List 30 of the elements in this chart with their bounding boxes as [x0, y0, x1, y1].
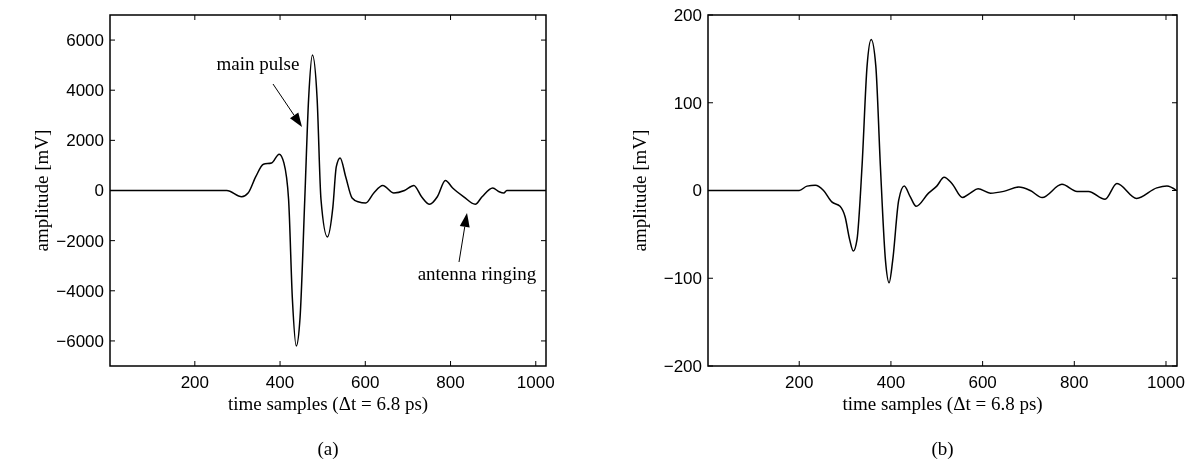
- annotation: antenna ringing: [417, 263, 537, 284]
- x-tick-label: 600: [351, 373, 380, 392]
- x-tick-label: 600: [968, 373, 997, 392]
- x-tick-label: 1000: [1147, 373, 1185, 392]
- x-tick-label: 800: [1060, 373, 1089, 392]
- text: (b): [931, 438, 954, 460]
- y-tick-label: 100: [673, 93, 702, 113]
- annotation: main pulse: [216, 53, 300, 74]
- y-axis-title: amplitude [mV]: [31, 129, 52, 252]
- x-tick-label: 1000: [516, 373, 555, 392]
- x-axis-title: time samples (Δt = 6.8 ps): [842, 393, 1043, 415]
- x-axis-title: time samples (Δt = 6.8 ps): [227, 393, 429, 415]
- y-tick-label: −4000: [56, 281, 104, 301]
- text: (a): [317, 438, 339, 460]
- y-tick-label: 0: [94, 181, 104, 201]
- y-tick-label: 200: [673, 5, 702, 25]
- y-tick-label: −2000: [56, 231, 104, 251]
- y-tick-label: −6000: [56, 331, 104, 351]
- y-tick-label: 0: [692, 181, 702, 201]
- y-axis-title: amplitude [mV]: [629, 129, 650, 252]
- y-tick-label: 6000: [66, 31, 104, 51]
- x-tick-label: 200: [180, 373, 209, 392]
- y-tick-label: −100: [663, 269, 702, 289]
- x-tick-label: 200: [785, 373, 814, 392]
- y-tick-label: 2000: [66, 131, 104, 151]
- y-tick-label: 4000: [66, 81, 104, 101]
- y-tick-label: −200: [663, 356, 702, 376]
- x-tick-label: 400: [265, 373, 295, 392]
- x-tick-label: 400: [876, 373, 906, 392]
- x-tick-label: 800: [436, 373, 465, 392]
